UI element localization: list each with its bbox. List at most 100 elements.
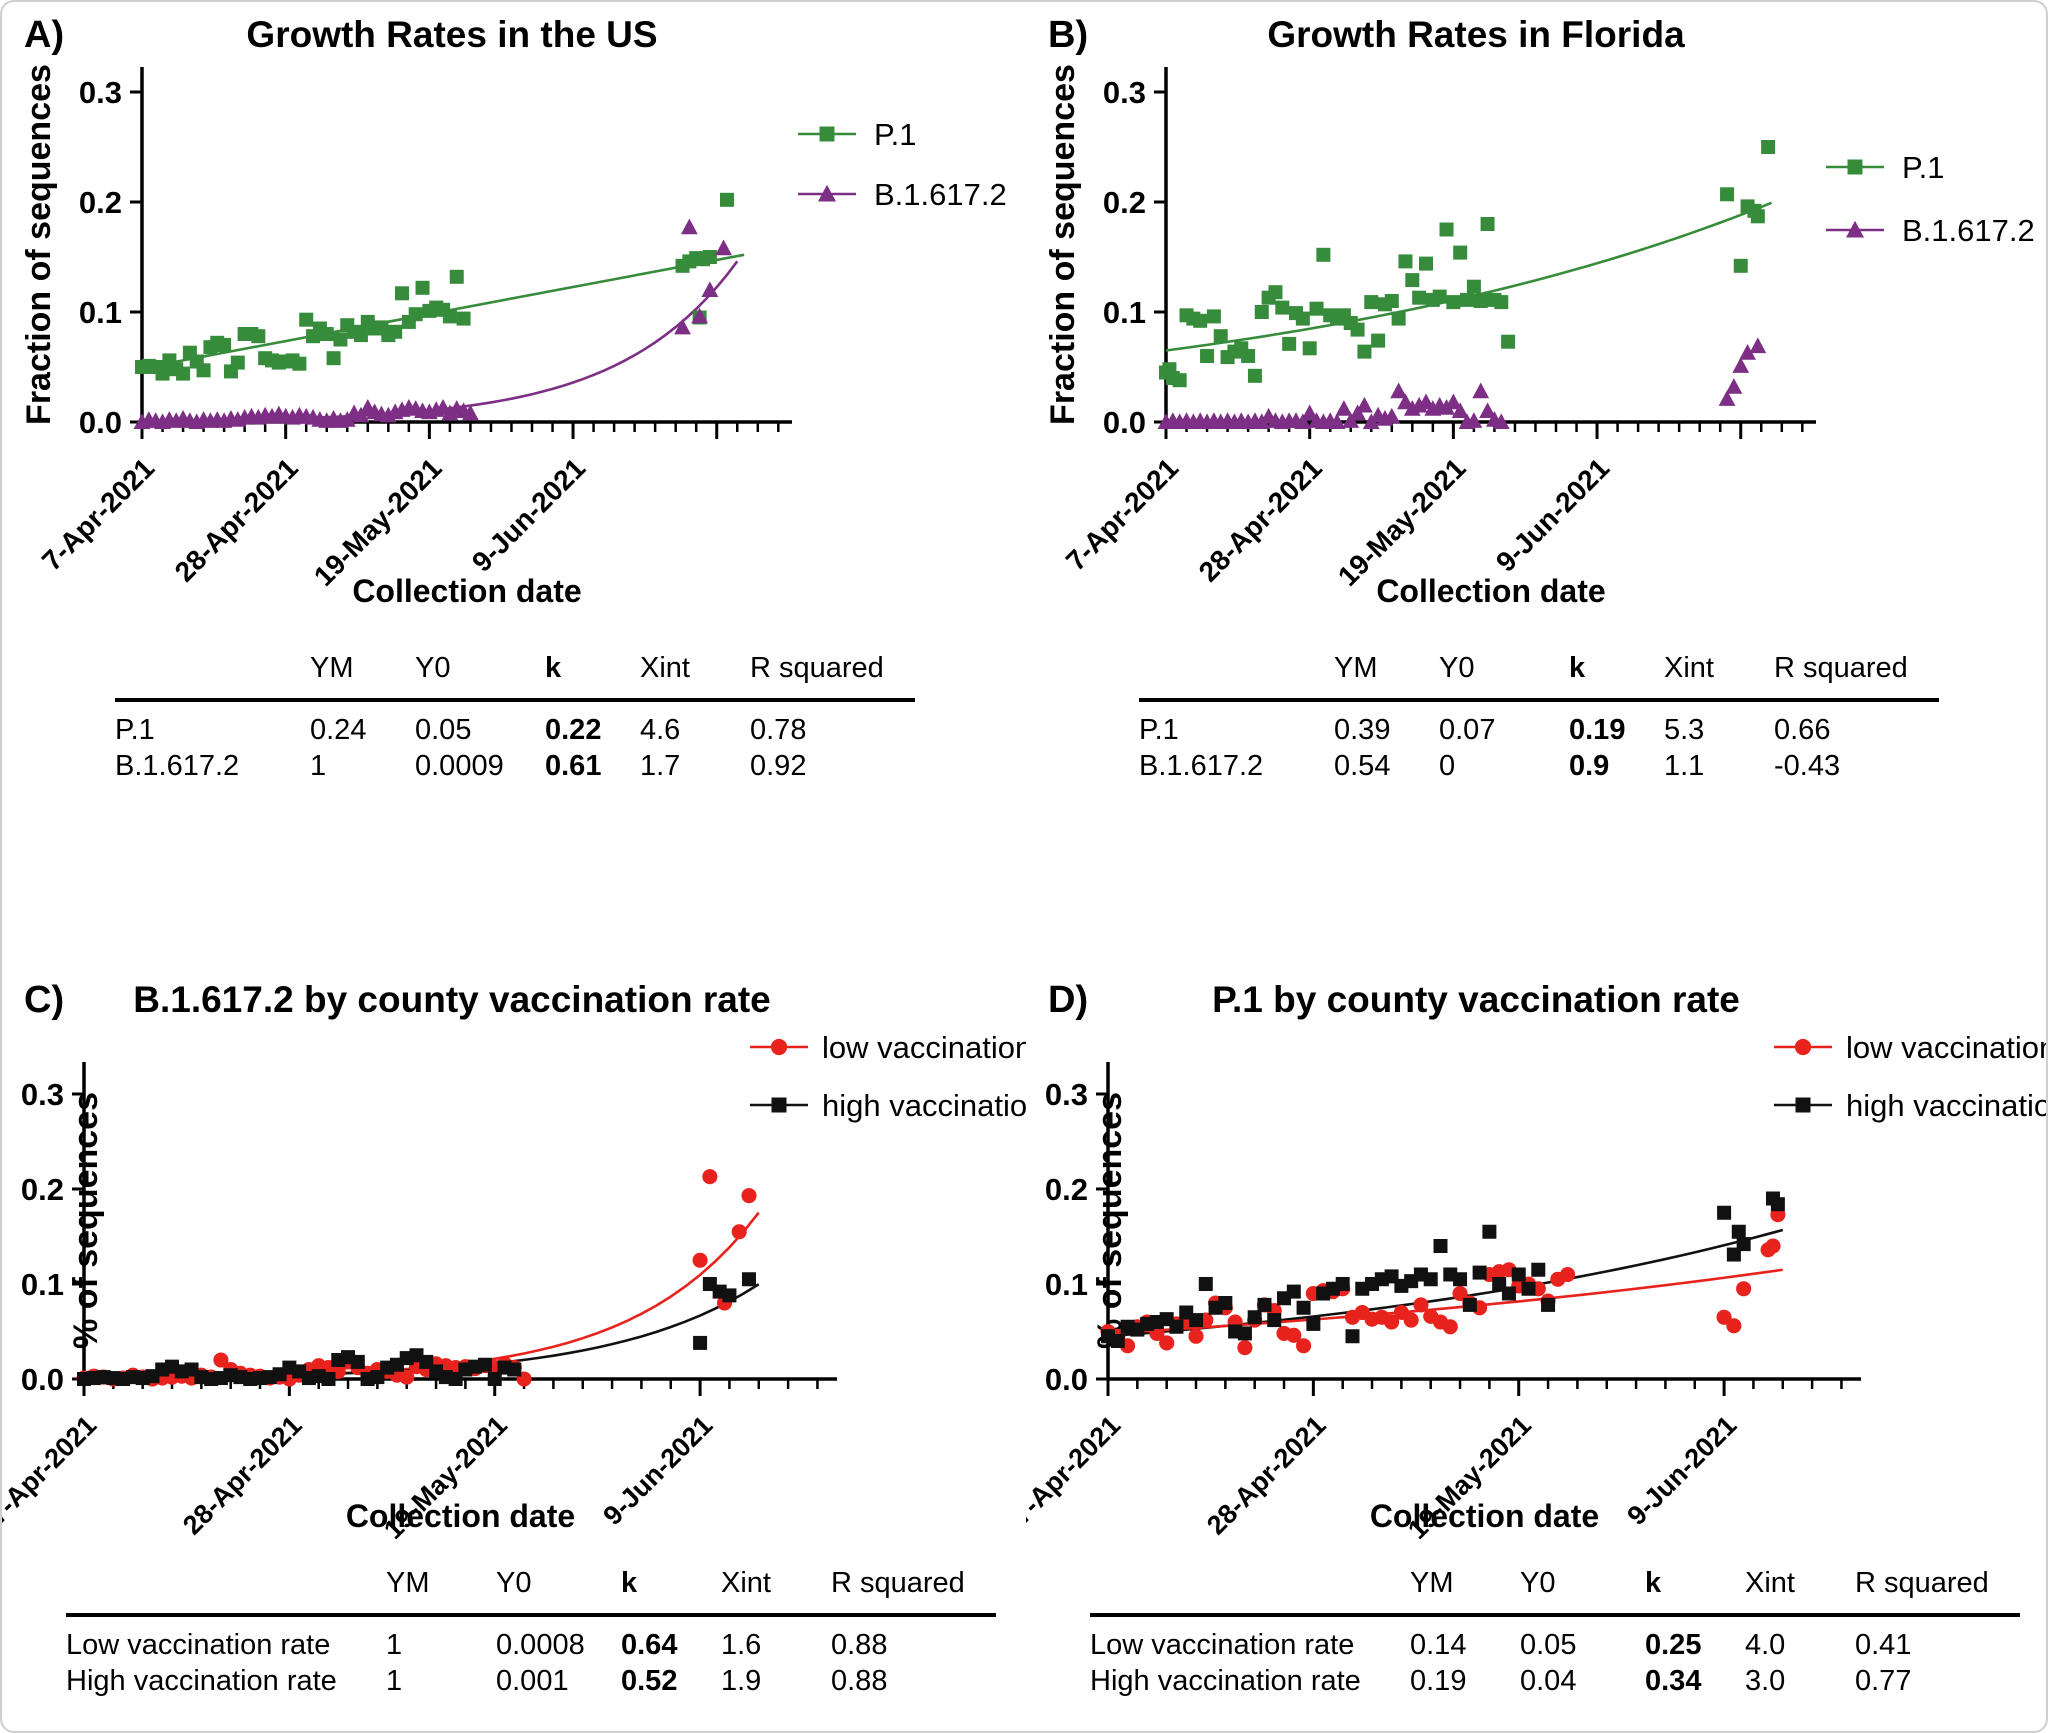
table-header: YM <box>386 1567 430 1599</box>
data-point-triangle <box>715 239 732 256</box>
table-cell: 0.34 <box>1645 1665 1702 1697</box>
table-header: R squared <box>1855 1567 1989 1599</box>
panel-c-letter: C) <box>24 979 65 1021</box>
table-cell: 0.78 <box>750 714 807 746</box>
table-cell: 0.07 <box>1439 714 1496 746</box>
data-point-square <box>1770 1197 1785 1212</box>
data-point-square <box>1309 301 1324 316</box>
table-cell: 0.0008 <box>496 1629 585 1661</box>
data-point-square <box>1306 1316 1321 1331</box>
panel-a-table: YM Y0 k Xint R squared P.1 0.24 0.05 0.22 4.6 0.78… <box>115 650 915 784</box>
data-point-triangle <box>1328 413 1346 429</box>
panel-a: 0.0 0.1 0.2 0.3 7-Apr-2021 28-Apr-2021 19-May-… <box>2 2 1026 962</box>
table-cell: 1.9 <box>721 1665 762 1697</box>
data-point-square <box>408 307 423 322</box>
table-header: Xint <box>640 652 690 684</box>
table-cell: 0.25 <box>1645 1629 1702 1661</box>
panel-c-chart: 0.00.10.20.37-Apr-2021 28-Apr-2021 19-May-… <box>2 1030 1026 1545</box>
data-point-square <box>388 324 403 339</box>
table-header: Y0 <box>496 1567 532 1599</box>
data-point-square <box>319 327 334 341</box>
data-point-square <box>1460 292 1475 307</box>
y-tick-label: 0.3 <box>1103 75 1146 110</box>
data-point-square <box>693 1335 708 1350</box>
data-point-square <box>1717 1205 1732 1220</box>
data-point-square <box>415 280 430 295</box>
data-point-square <box>299 312 314 327</box>
data-point-triangle <box>701 281 719 297</box>
x-tick-label: 28-Apr-2021 <box>177 1410 308 1541</box>
data-point-triangle <box>691 307 709 324</box>
data-point-square <box>1466 279 1481 294</box>
table-row-label: B.1.617.2 <box>115 750 240 782</box>
panel-a-letter: A) <box>24 14 65 56</box>
panel-d-title: P.1 by county vaccination rate <box>1212 979 1740 1020</box>
table-cell: 0.05 <box>415 714 472 746</box>
data-point-square <box>1257 1297 1272 1312</box>
y-tick-label: 0.0 <box>21 1362 64 1397</box>
table-header <box>66 1565 386 1601</box>
data-point-square <box>1198 1277 1213 1291</box>
y-tick-label: 0.2 <box>1103 185 1146 220</box>
data-point-triangle <box>1479 402 1496 418</box>
data-point-square <box>1267 1313 1282 1328</box>
table-header: Y0 <box>1439 652 1475 684</box>
y-tick-label: 0.0 <box>79 405 122 440</box>
data-point-circle <box>770 1038 788 1056</box>
table-cell: 0.52 <box>621 1665 678 1697</box>
data-point-square <box>1193 313 1208 328</box>
data-point-triangle <box>1301 404 1319 421</box>
data-point-square <box>1357 344 1372 359</box>
data-point-square <box>1423 1272 1438 1287</box>
data-point-circle <box>1442 1319 1458 1335</box>
legend-label: P.1 <box>1902 150 1945 185</box>
data-point-square <box>702 250 717 264</box>
table-header: Xint <box>721 1567 771 1599</box>
data-point-triangle <box>1465 412 1483 428</box>
data-point-square <box>1213 329 1228 344</box>
data-point-square <box>1110 1334 1125 1348</box>
data-point-square <box>1391 311 1406 326</box>
fit-curve <box>1107 1268 1783 1335</box>
table-header: k <box>1645 1567 1662 1599</box>
data-point-square <box>1733 258 1748 273</box>
data-point-circle <box>1188 1328 1204 1344</box>
data-point-square <box>1501 1286 1516 1301</box>
data-point-square <box>1247 368 1262 383</box>
data-point-square <box>1384 294 1399 308</box>
data-point-square <box>1286 1284 1301 1299</box>
x-tick-label: 28-Apr-2021 <box>1201 1410 1332 1541</box>
data-point-square <box>1531 1262 1546 1277</box>
table-row-label: P.1 <box>115 714 155 746</box>
panel-d-letter: D) <box>1048 979 1089 1021</box>
panel-c-title: B.1.617.2 by county vaccination rate <box>133 979 771 1020</box>
y-tick-label: 0.2 <box>21 1172 64 1207</box>
y-axis-title: Fraction of sequences <box>20 64 58 425</box>
data-point-square <box>1398 254 1413 269</box>
panel-b-title: Growth Rates in Florida <box>1267 14 1685 55</box>
table-cell: -0.43 <box>1774 750 1841 782</box>
legend-label: B.1.617.2 <box>1902 213 2035 248</box>
data-point-square <box>722 1288 737 1303</box>
panel-c-table: YM Y0 k Xint R squared Low vaccination rate 1 0… <box>66 1565 996 1699</box>
x-axis-title: Collection date <box>1376 573 1605 609</box>
table-cell: 4.0 <box>1745 1629 1786 1661</box>
x-axis-title: Collection date <box>346 1498 575 1534</box>
table-cell: 1 <box>386 1629 403 1661</box>
data-point-square <box>1237 1326 1252 1341</box>
data-point-square <box>1350 322 1365 337</box>
data-point-circle <box>1296 1338 1312 1354</box>
data-point-square <box>1364 295 1379 310</box>
table-cell: 3.0 <box>1745 1665 1786 1697</box>
data-point-square <box>449 269 464 284</box>
data-point-square <box>1296 1300 1311 1315</box>
data-point-square <box>155 366 170 381</box>
panel-d-chart: 0.00.10.20.37-Apr-2021 28-Apr-2021 19-May-… <box>1026 1030 2046 1545</box>
legend-label: P.1 <box>874 117 917 152</box>
data-point-triangle <box>1472 382 1490 399</box>
table-cell: 1 <box>386 1665 403 1697</box>
data-point-circle <box>1765 1238 1781 1254</box>
data-point-circle <box>1560 1266 1576 1283</box>
x-tick-label: 9-Jun-2021 <box>466 452 591 577</box>
